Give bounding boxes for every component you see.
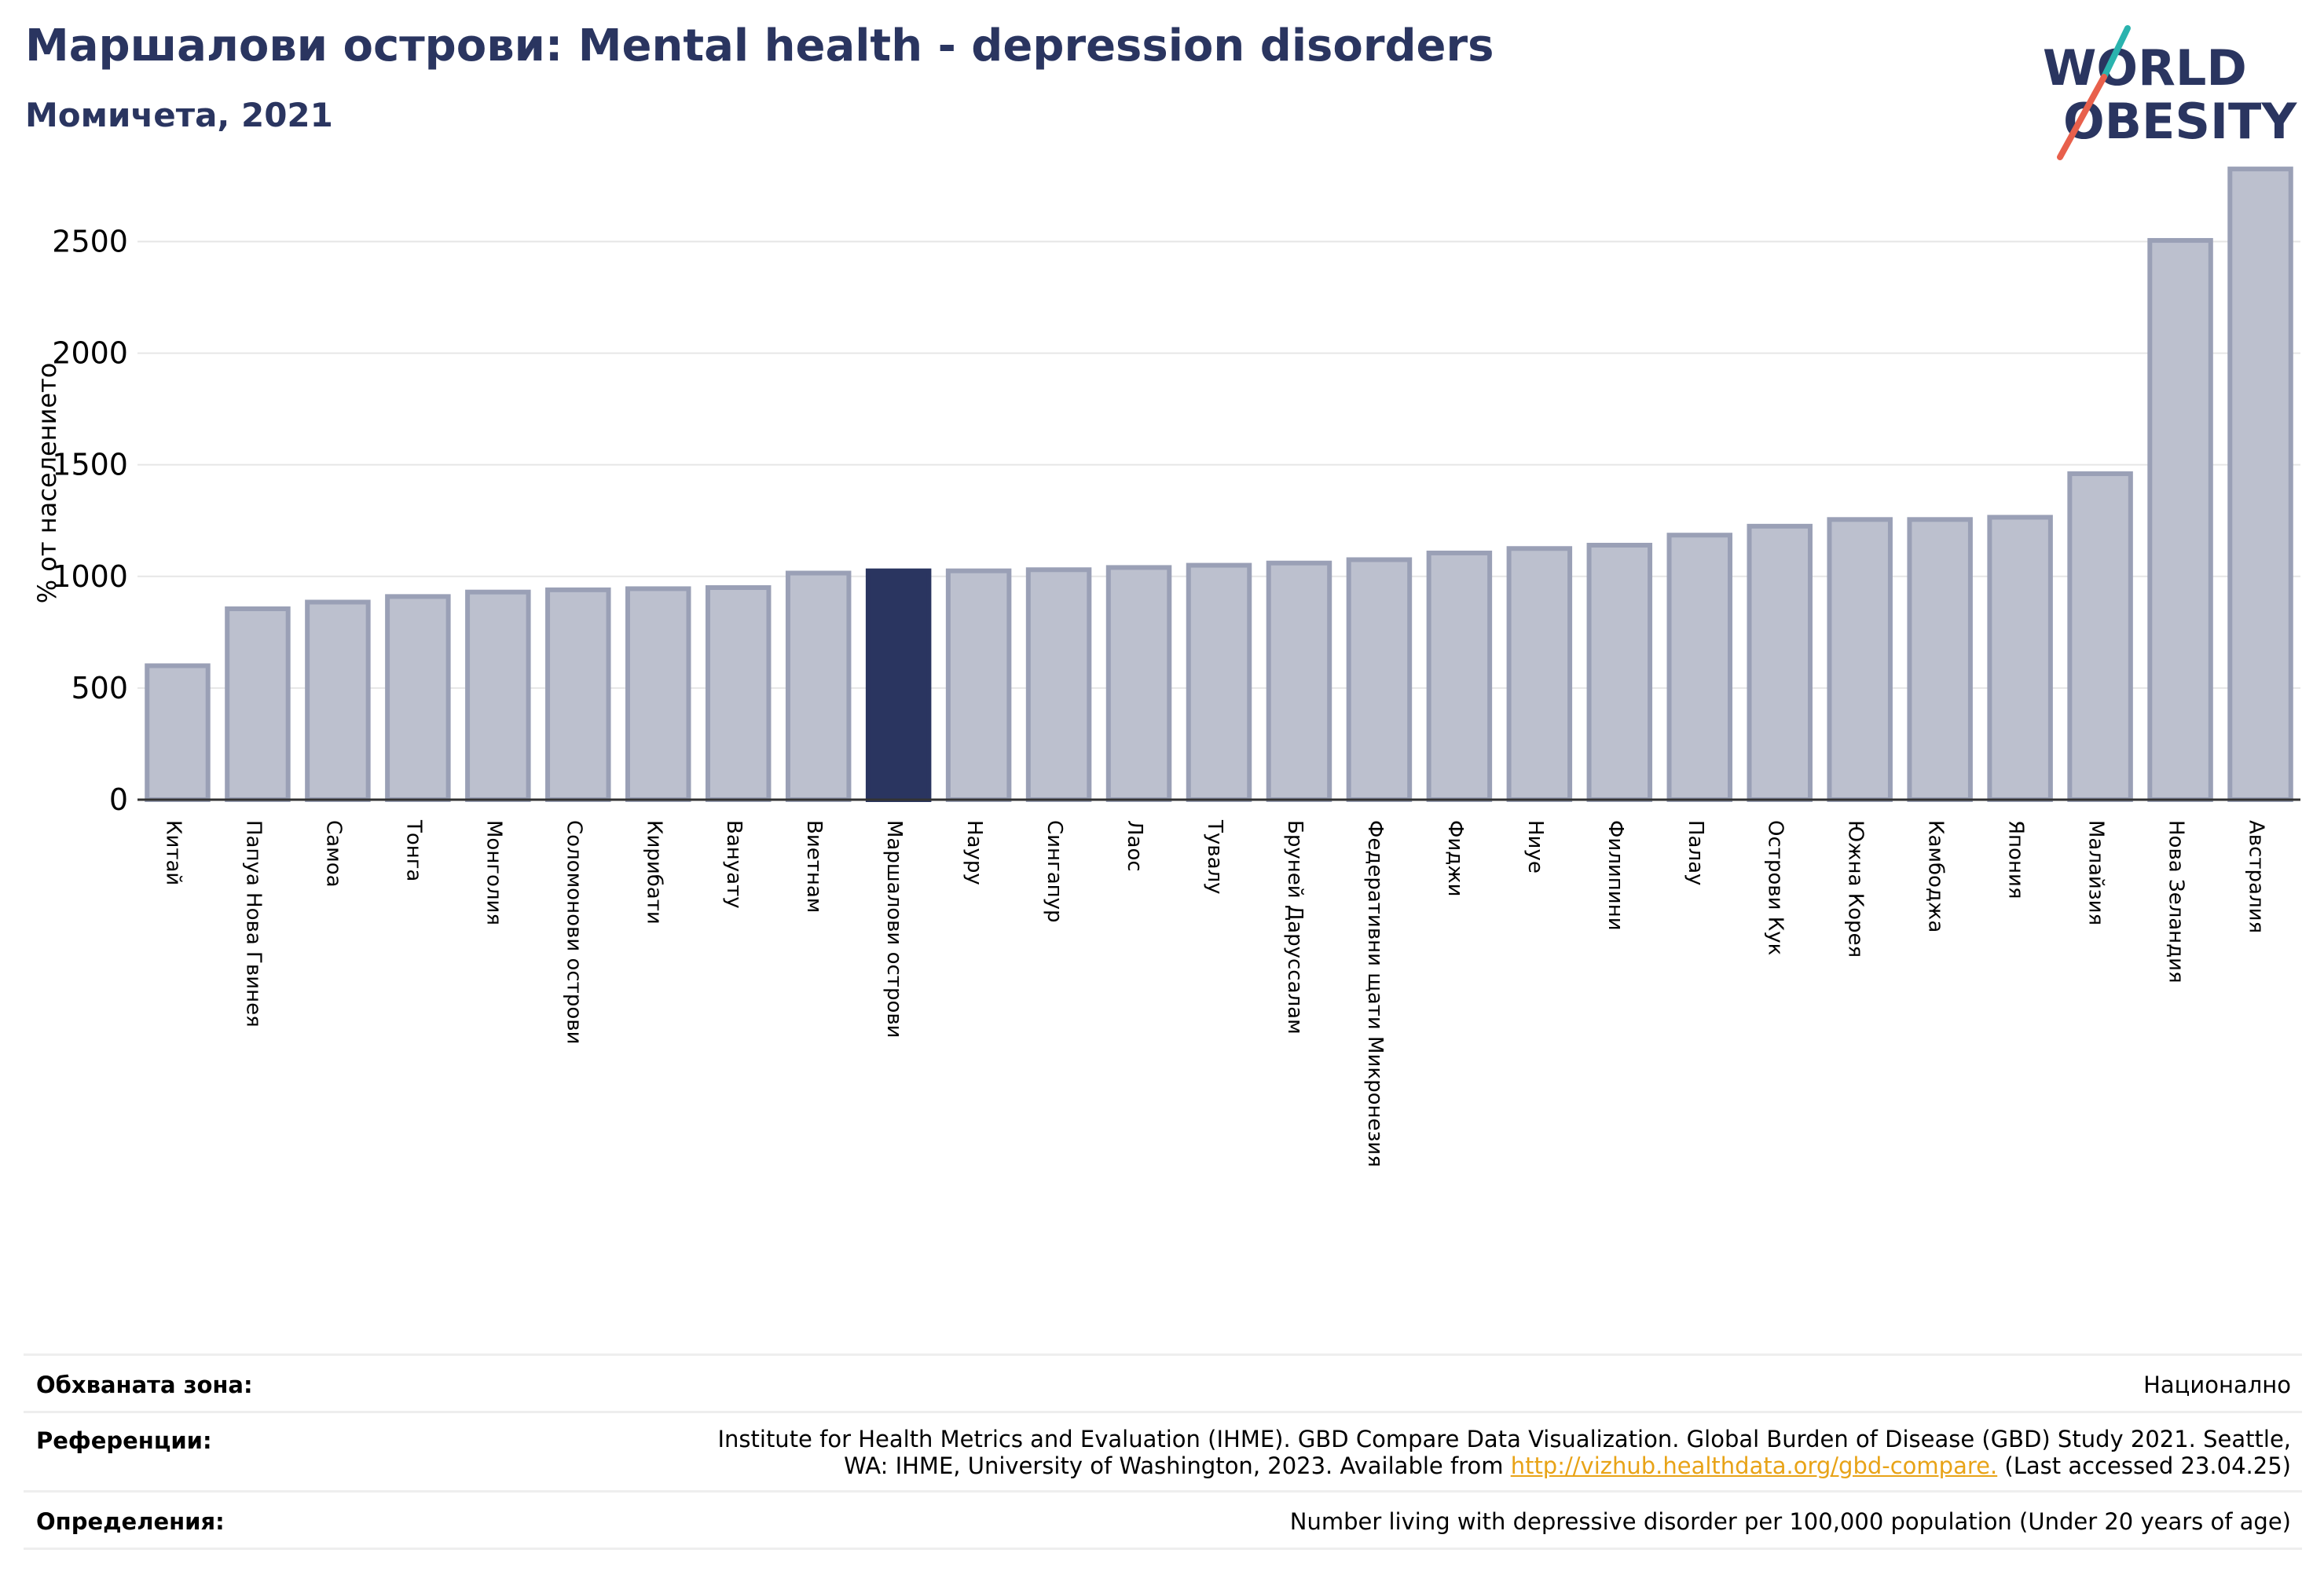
x-tick-label: Соломонови острови (562, 820, 585, 1044)
x-tick-label: Самоа (321, 820, 345, 888)
bar (305, 599, 371, 803)
references-line-2: WA: IHME, University of Washington, 2023… (717, 1452, 2291, 1479)
bar-chart: 0 500 1000 1500 2000 2500 Китай Папуа Нова Гви… (52, 167, 2300, 1167)
x-tick-label: Палау (1684, 820, 1707, 885)
y-tick-labels: 0 500 1000 1500 2000 2500 (52, 224, 128, 817)
bar (2227, 167, 2293, 802)
bar (225, 606, 291, 802)
x-tick-labels: Китай Папуа Нова Гвинея Самоа Тонга Монголия… (161, 819, 2267, 1167)
references-value: Institute for Health Metrics and Evaluat… (717, 1426, 2291, 1479)
x-tick-label: Папуа Нова Гвинея (241, 820, 265, 1027)
x-tick-label: Вануату (722, 820, 746, 909)
chart-footer: Обхваната зона: Национално Референции: I… (24, 1353, 2302, 1550)
x-tick-label: Япония (2004, 820, 2028, 899)
bars (145, 167, 2293, 803)
references-label: Референции: (36, 1427, 212, 1454)
x-tick-label: Малайзия (2084, 820, 2108, 925)
x-tick-label: Острови Кук (1764, 820, 1787, 955)
y-tick-label: 0 (109, 782, 128, 817)
logo-slash-teal (2101, 25, 2131, 80)
bar (1025, 567, 1092, 803)
x-tick-label: Федеративни щати Микронезия (1363, 820, 1387, 1167)
bar (385, 594, 451, 802)
x-tick-label: Тонга (401, 819, 425, 881)
coverage-label: Обхваната зона: (36, 1372, 253, 1398)
bar (1105, 565, 1172, 803)
x-tick-label: Бруней Даруссалам (1283, 820, 1307, 1035)
x-tick-label: Виетнам (802, 820, 826, 913)
x-tick-label: Маршалови острови (882, 820, 906, 1038)
x-tick-label: Нова Зеландия (2165, 820, 2188, 983)
definitions-label: Определения: (36, 1508, 225, 1535)
bar (2147, 238, 2213, 803)
x-tick-label: Южна Корея (1844, 820, 1868, 958)
bar (1747, 523, 1813, 802)
x-tick-label: Кирибати (642, 820, 665, 925)
logo-word-obesity: OBESITY (2063, 93, 2297, 150)
x-tick-label: Науру (962, 820, 986, 885)
footer-row-definitions: Определения: Number living with depressi… (24, 1490, 2302, 1550)
y-tick-label: 1500 (52, 448, 128, 482)
x-tick-label: Лаос (1123, 820, 1146, 872)
bar (945, 568, 1012, 802)
x-tick-label: Камбоджа (1924, 820, 1948, 932)
y-tick-label: 500 (71, 671, 128, 705)
bar (785, 570, 852, 802)
bar (1907, 517, 1973, 802)
logo-word-world: WORLD (2043, 39, 2247, 97)
bar (1586, 543, 1653, 802)
bar (465, 589, 531, 802)
x-tick-label: Монголия (482, 820, 505, 925)
x-tick-label: Сингапур (1043, 820, 1066, 923)
bar (1827, 517, 1893, 802)
bar (705, 585, 772, 802)
bar (865, 568, 932, 802)
bar (545, 587, 611, 802)
x-tick-label: Тувалу (1203, 819, 1226, 895)
x-tick-label: Ниуе (1523, 820, 1547, 874)
bar (625, 586, 691, 803)
chart-title: Маршалови острови: Mental health - depre… (25, 20, 1494, 71)
footer-row-references: Референции: Institute for Health Metrics… (24, 1411, 2302, 1490)
bar (1346, 557, 1413, 802)
y-tick-label: 1000 (52, 559, 128, 594)
references-link[interactable]: http://vizhub.healthdata.org/gbd-compare… (1510, 1452, 1998, 1479)
bar (1186, 562, 1252, 802)
bar (1987, 515, 2053, 802)
y-tick-label: 2500 (52, 224, 128, 258)
references-line-2-post: (Last accessed 23.04.25) (1997, 1452, 2291, 1479)
x-tick-label: Филипини (1604, 820, 1627, 931)
x-tick-label: Фиджи (1443, 820, 1467, 897)
references-line-2-pre: WA: IHME, University of Washington, 2023… (844, 1452, 1511, 1479)
x-tick-label: Австралия (2245, 820, 2268, 933)
world-obesity-logo: WORLD OBESITY (2043, 25, 2297, 160)
bar (1426, 550, 1493, 803)
references-line-1: Institute for Health Metrics and Evaluat… (717, 1426, 2291, 1452)
logo-slash-red (2057, 74, 2107, 160)
bar (2067, 471, 2133, 802)
x-tick-label: Китай (161, 820, 185, 885)
y-axis-title: % от населението (32, 362, 62, 604)
coverage-value: Национално (2143, 1372, 2291, 1398)
bar (1266, 560, 1332, 802)
bar (1666, 533, 1733, 802)
bar (1506, 546, 1573, 803)
chart-subtitle: Момичета, 2021 (25, 96, 333, 134)
footer-row-coverage: Обхваната зона: Национално (24, 1353, 2302, 1411)
definitions-value: Number living with depressive disorder p… (1289, 1508, 2291, 1535)
y-tick-label: 2000 (52, 336, 128, 371)
bar (145, 663, 211, 803)
